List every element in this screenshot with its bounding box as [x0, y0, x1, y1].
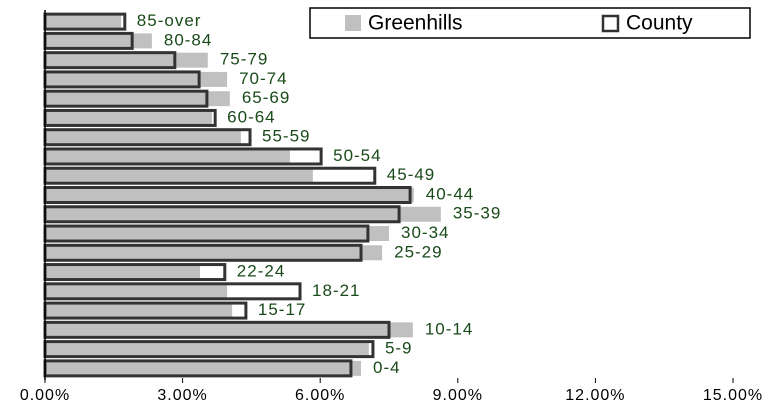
category-label: 18-21 — [312, 281, 360, 300]
category-label: 85-over — [137, 11, 202, 30]
category-label: 60-64 — [227, 107, 275, 126]
bar — [45, 206, 441, 222]
category-label: 25-29 — [394, 242, 442, 261]
category-label: 30-34 — [401, 223, 449, 242]
x-tick-label: 3.00% — [157, 387, 207, 404]
category-label: 5-9 — [385, 339, 413, 358]
legend-label: Greenhills — [368, 12, 463, 35]
bar — [45, 322, 413, 338]
legend — [309, 7, 751, 39]
bar — [45, 283, 228, 299]
bar — [45, 226, 389, 242]
category-label: 22-24 — [237, 262, 285, 281]
bar — [45, 264, 201, 280]
bar — [45, 148, 290, 164]
category-label: 35-39 — [453, 204, 501, 223]
category-label: 55-59 — [262, 127, 310, 146]
category-label: 75-79 — [220, 50, 268, 69]
category-label: 80-84 — [164, 30, 212, 49]
category-label: 50-54 — [333, 146, 381, 165]
category-label: 45-49 — [387, 165, 435, 184]
bar — [45, 168, 313, 184]
category-label: 65-69 — [242, 88, 290, 107]
bar — [45, 91, 230, 107]
category-label: 15-17 — [258, 300, 306, 319]
x-tick-label: 12.00% — [565, 387, 625, 404]
category-label: 70-74 — [239, 69, 287, 88]
bar — [45, 71, 228, 87]
category-label: 0-4 — [373, 358, 401, 377]
x-tick-label: 0.00% — [20, 387, 70, 404]
bar — [45, 110, 212, 126]
bar — [45, 303, 233, 319]
category-label: 10-14 — [425, 319, 473, 338]
bar — [45, 187, 414, 203]
bar — [45, 129, 241, 145]
bar — [45, 245, 383, 261]
legend-swatch — [345, 15, 361, 31]
x-tick-label: 6.00% — [295, 387, 345, 404]
bar — [45, 341, 369, 357]
category-label: 40-44 — [426, 184, 474, 203]
x-tick-label: 9.00% — [433, 387, 483, 404]
x-tick-label: 15.00% — [703, 387, 763, 404]
legend-swatch — [601, 14, 620, 33]
legend-label: County — [626, 12, 693, 35]
bar — [45, 33, 152, 49]
bar — [45, 52, 208, 68]
bar — [45, 14, 122, 30]
bar — [45, 360, 362, 376]
